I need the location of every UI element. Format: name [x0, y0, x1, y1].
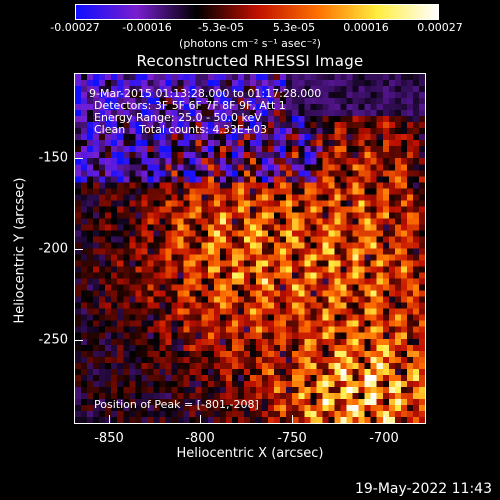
footer-timestamp: 19-May-2022 11:43 — [354, 481, 492, 497]
annotation-energy-range: Energy Range: 25.0 - 50.0 keV — [94, 111, 262, 124]
y-tick-label: -200 — [38, 241, 68, 257]
y-axis-label: Heliocentric Y (arcsec) — [12, 177, 28, 324]
annotation-time-range: 9-Mar-2015 01:13:28.000 to 01:17:28.000 — [89, 87, 322, 100]
x-tick-label: -850 — [94, 431, 124, 446]
y-tick-label: -250 — [38, 332, 68, 348]
x-tick-label: -750 — [277, 431, 307, 446]
x-tick-label: -800 — [185, 431, 215, 446]
x-tick-mark — [200, 415, 201, 423]
colorbar-units: (photons cm⁻² s⁻¹ asec⁻²) — [179, 37, 321, 50]
x-tick-mark — [109, 415, 110, 423]
plot-title: Reconstructed RHESSI Image — [136, 52, 364, 70]
colorbar-tick-label: -0.00016 — [122, 21, 172, 34]
colorbar-tick-label: 0.00016 — [343, 21, 389, 34]
y-tick-mark — [75, 158, 83, 159]
y-tick-mark — [75, 249, 83, 250]
reconstructed-image-heatmap — [75, 74, 425, 423]
annotation-detectors: Detectors: 3F 5F 6F 7F 8F 9F, Att 1 — [94, 99, 286, 112]
colorbar-tick-label: 5.3e-05 — [272, 21, 316, 34]
annotation-clean-counts: Clean Total counts: 4.33E+03 — [94, 123, 268, 136]
y-tick-mark — [75, 340, 83, 341]
peak-position-label: Position of Peak = [-801,-208] — [94, 398, 259, 411]
colorbar — [75, 4, 439, 20]
y-tick-label: -150 — [38, 150, 68, 166]
colorbar-tick-label: 0.00027 — [417, 21, 463, 34]
x-tick-mark — [292, 415, 293, 423]
x-tick-label: -700 — [369, 431, 399, 446]
colorbar-tick-label: -5.3e-05 — [197, 21, 245, 34]
x-axis-label: Heliocentric X (arcsec) — [176, 446, 324, 461]
colorbar-tick-label: -0.00027 — [50, 21, 100, 34]
image-plot: 9-Mar-2015 01:13:28.000 to 01:17:28.000 … — [74, 73, 426, 424]
x-tick-mark — [384, 415, 385, 423]
